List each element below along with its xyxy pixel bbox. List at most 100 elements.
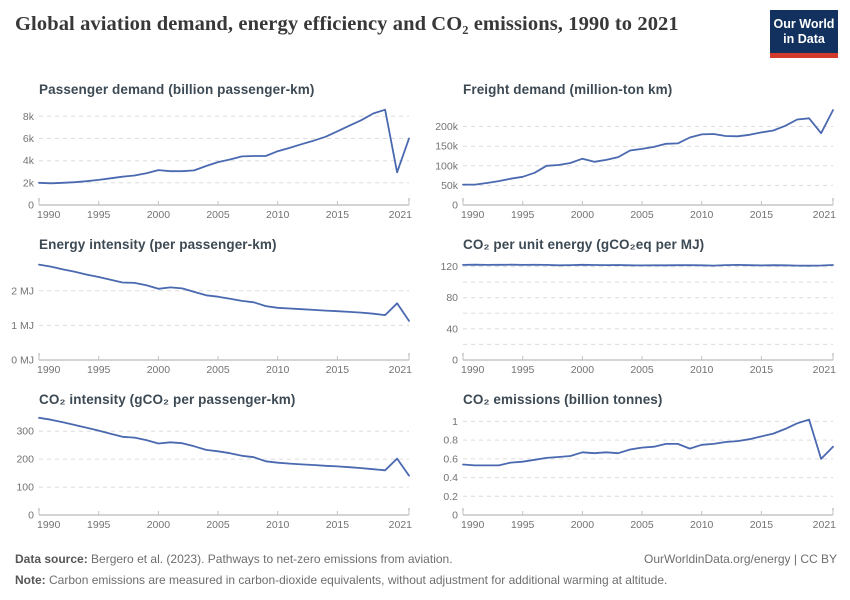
chart-canvas-co2-emissions: 0 0.2 0.4 0.6 0.8 1 1990 1995 2000 2005 2010 2015 20… [443, 416, 837, 531]
svg-text:2021: 2021 [813, 364, 837, 376]
svg-text:1995: 1995 [511, 364, 535, 376]
chart-title-energy-intensity: Energy intensity (per passenger-km) [39, 237, 277, 252]
svg-text:2021: 2021 [813, 519, 837, 531]
svg-text:200: 200 [16, 454, 34, 466]
svg-text:40: 40 [446, 323, 458, 335]
svg-text:2005: 2005 [630, 209, 654, 221]
svg-text:0.4: 0.4 [443, 472, 458, 484]
svg-text:2021: 2021 [813, 209, 837, 221]
page-title: Global aviation demand, energy efficienc… [15, 13, 679, 35]
svg-text:1995: 1995 [511, 209, 535, 221]
svg-text:2021: 2021 [389, 519, 413, 531]
svg-text:2005: 2005 [206, 364, 230, 376]
svg-text:0: 0 [452, 355, 458, 367]
chart-canvas-freight-demand: 0 50k 100k 150k 200k 1990 1995 2000 2005 2010 2015… [435, 109, 837, 221]
svg-text:2010: 2010 [690, 209, 714, 221]
footer-source-line: Data source: Bergero et al. (2023). Path… [15, 552, 837, 566]
svg-text:1995: 1995 [511, 519, 535, 531]
svg-text:2015: 2015 [326, 209, 350, 221]
charts-grid: Passenger demand (billion passenger-km) … [11, 70, 837, 535]
svg-text:8k: 8k [23, 111, 35, 123]
chart-canvas-passenger-demand: 0 2k 4k 6k 8k 1990 1995 2000 2005 2010 2015 2021 [23, 108, 413, 221]
data-source-text: Data source: Bergero et al. (2023). Path… [15, 552, 453, 566]
svg-text:2015: 2015 [750, 209, 774, 221]
svg-text:2015: 2015 [326, 364, 350, 376]
svg-text:80: 80 [446, 292, 458, 304]
svg-text:1990: 1990 [37, 209, 61, 221]
svg-text:2k: 2k [23, 177, 35, 189]
chart-passenger-demand: Passenger demand (billion passenger-km) … [15, 70, 413, 225]
chart-energy-intensity: Energy intensity (per passenger-km) 0 MJ… [11, 225, 413, 380]
svg-text:0.2: 0.2 [443, 491, 458, 503]
svg-text:2000: 2000 [147, 209, 171, 221]
svg-text:100: 100 [16, 482, 34, 494]
logo-line1: Our World [773, 17, 835, 31]
svg-text:0: 0 [28, 200, 34, 212]
svg-text:2010: 2010 [690, 519, 714, 531]
data-source-value: Bergero et al. (2023). Pathways to net-z… [87, 552, 453, 566]
note-value: Carbon emissions are measured in carbon-… [45, 573, 668, 587]
svg-text:2005: 2005 [206, 519, 230, 531]
svg-text:2010: 2010 [690, 364, 714, 376]
svg-text:100k: 100k [435, 160, 459, 172]
svg-text:0 MJ: 0 MJ [11, 355, 34, 367]
owid-url-link[interactable]: OurWorldinData.org/energy | CC BY [644, 552, 837, 566]
chart-co2-emissions: CO₂ emissions (billion tonnes) 0 0.2 0.4 0.… [439, 380, 837, 535]
svg-text:1990: 1990 [461, 519, 485, 531]
svg-text:2010: 2010 [266, 519, 290, 531]
svg-text:0.6: 0.6 [443, 453, 458, 465]
svg-text:2005: 2005 [630, 364, 654, 376]
svg-text:0: 0 [28, 510, 34, 522]
svg-text:200k: 200k [435, 121, 459, 133]
svg-text:2010: 2010 [266, 364, 290, 376]
svg-text:150k: 150k [435, 141, 459, 153]
svg-text:1990: 1990 [37, 519, 61, 531]
svg-text:1990: 1990 [461, 364, 485, 376]
chart-freight-demand: Freight demand (million-ton km) 0 50k 100k… [435, 70, 837, 225]
svg-text:300: 300 [16, 426, 34, 438]
chart-co2-per-unit-energy: CO₂ per unit energy (gCO₂eq per MJ) 0 40 8… [439, 225, 837, 380]
svg-text:1 MJ: 1 MJ [11, 320, 34, 332]
svg-text:2000: 2000 [571, 364, 595, 376]
data-source-label: Data source: [15, 552, 88, 566]
footer: Data source: Bergero et al. (2023). Path… [15, 552, 837, 587]
chart-title-passenger-demand: Passenger demand (billion passenger-km) [39, 82, 315, 97]
svg-text:1990: 1990 [37, 364, 61, 376]
svg-text:0.8: 0.8 [443, 435, 458, 447]
svg-text:2005: 2005 [630, 519, 654, 531]
svg-text:1: 1 [452, 416, 458, 428]
footer-note-line: Note: Carbon emissions are measured in c… [15, 573, 837, 587]
header: Global aviation demand, energy efficienc… [15, 11, 755, 38]
chart-canvas-energy-intensity: 0 MJ 1 MJ 2 MJ 1990 1995 2000 2005 2010 2015 2021 [11, 263, 412, 376]
chart-canvas-co2-intensity: 0 100 200 300 1990 1995 2000 2005 2010 2015 2021 [16, 416, 413, 531]
svg-text:120: 120 [440, 261, 458, 273]
svg-text:2000: 2000 [147, 519, 171, 531]
owid-logo: Our World in Data [770, 10, 838, 58]
svg-text:2015: 2015 [750, 519, 774, 531]
svg-text:2 MJ: 2 MJ [11, 285, 34, 297]
svg-text:1990: 1990 [461, 209, 485, 221]
svg-text:1995: 1995 [87, 209, 111, 221]
svg-text:2015: 2015 [326, 519, 350, 531]
svg-text:2015: 2015 [750, 364, 774, 376]
svg-text:2010: 2010 [266, 209, 290, 221]
svg-text:0: 0 [452, 510, 458, 522]
svg-text:2021: 2021 [389, 209, 413, 221]
svg-text:0: 0 [452, 200, 458, 212]
svg-text:1995: 1995 [87, 519, 111, 531]
note-label: Note: [15, 573, 46, 587]
svg-text:2000: 2000 [571, 209, 595, 221]
chart-title-co2-intensity: CO₂ intensity (gCO₂ per passenger-km) [39, 392, 296, 407]
svg-text:1995: 1995 [87, 364, 111, 376]
chart-title-co2-per-unit-energy: CO₂ per unit energy (gCO₂eq per MJ) [463, 237, 705, 252]
svg-text:2005: 2005 [206, 209, 230, 221]
chart-title-freight-demand: Freight demand (million-ton km) [463, 82, 673, 97]
svg-text:4k: 4k [23, 155, 35, 167]
svg-text:2000: 2000 [147, 364, 171, 376]
chart-title-co2-emissions: CO₂ emissions (billion tonnes) [463, 392, 663, 407]
svg-text:6k: 6k [23, 133, 35, 145]
chart-canvas-co2-per-unit-energy: 0 40 80 120 1990 1995 2000 2005 2010 2015 2021 [440, 261, 837, 376]
note-text: Note: Carbon emissions are measured in c… [15, 573, 667, 587]
